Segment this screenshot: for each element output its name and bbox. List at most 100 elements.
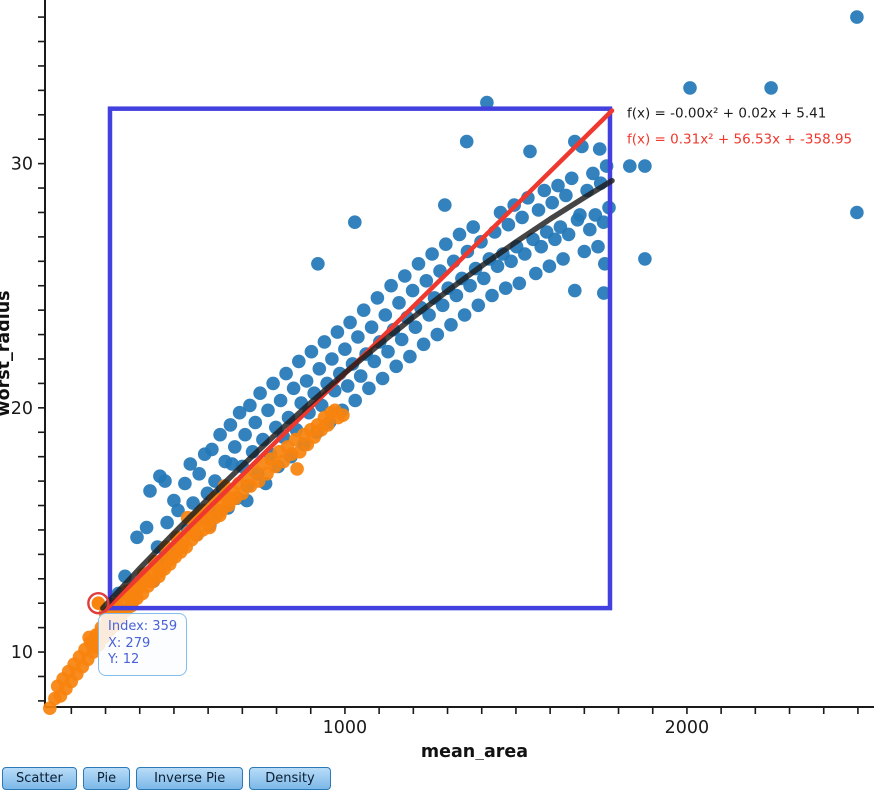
data-point[interactable] — [378, 308, 393, 322]
data-point[interactable] — [343, 315, 357, 330]
data-point[interactable] — [304, 344, 319, 359]
data-point[interactable] — [213, 427, 227, 442]
data-point[interactable] — [480, 95, 494, 110]
selection-rectangle[interactable] — [107, 106, 613, 611]
data-point[interactable] — [568, 283, 582, 298]
data-point[interactable] — [485, 288, 499, 303]
data-point[interactable] — [370, 291, 385, 305]
data-point[interactable] — [561, 227, 576, 242]
data-point[interactable] — [384, 278, 398, 293]
data-point[interactable] — [192, 467, 206, 481]
data-point[interactable] — [586, 166, 600, 181]
data-point[interactable] — [477, 271, 491, 286]
data-point[interactable] — [422, 308, 436, 322]
chart-canvas[interactable]: 1000 2000 10 20 30 mean_area worst_radius f(x) … — [0, 0, 874, 762]
data-point[interactable] — [596, 215, 611, 229]
button-scatter[interactable]: Scatter — [2, 767, 77, 790]
data-point[interactable] — [311, 257, 325, 271]
button-inverse-pie[interactable]: Inverse Pie — [136, 767, 244, 790]
button-pie[interactable]: Pie — [82, 767, 131, 790]
data-point[interactable] — [623, 159, 637, 173]
data-point[interactable] — [336, 408, 350, 423]
data-point[interactable] — [490, 259, 505, 274]
data-point[interactable] — [205, 442, 219, 457]
data-point[interactable] — [515, 210, 529, 225]
data-point[interactable] — [531, 203, 546, 217]
data-point[interactable] — [463, 278, 477, 293]
data-point[interactable] — [592, 142, 607, 156]
data-point[interactable] — [403, 349, 417, 364]
data-point[interactable] — [683, 81, 697, 95]
data-point[interactable] — [286, 381, 301, 396]
data-point[interactable] — [501, 217, 516, 232]
data-point[interactable] — [471, 298, 486, 313]
data-point[interactable] — [160, 515, 174, 530]
data-point[interactable] — [542, 259, 557, 274]
data-point[interactable] — [551, 178, 565, 193]
data-point[interactable] — [389, 359, 404, 374]
data-point[interactable] — [457, 308, 472, 322]
data-point[interactable] — [232, 405, 247, 420]
data-point[interactable] — [512, 276, 527, 291]
data-point[interactable] — [438, 198, 452, 212]
data-point[interactable] — [261, 403, 275, 418]
data-point[interactable] — [529, 266, 543, 281]
data-point[interactable] — [577, 244, 592, 259]
data-point[interactable] — [139, 520, 154, 535]
data-point[interactable] — [597, 286, 611, 300]
data-point[interactable] — [591, 239, 605, 254]
data-point[interactable] — [419, 274, 434, 288]
data-point[interactable] — [351, 330, 365, 344]
data-point[interactable] — [405, 283, 420, 298]
data-point[interactable] — [348, 215, 362, 229]
data-point[interactable] — [518, 247, 532, 261]
data-point[interactable] — [183, 457, 198, 471]
data-point[interactable] — [398, 269, 412, 283]
data-point[interactable] — [545, 195, 559, 210]
data-point[interactable] — [764, 81, 778, 95]
data-point[interactable] — [439, 237, 453, 251]
data-point[interactable] — [523, 144, 537, 159]
data-point[interactable] — [330, 325, 345, 339]
data-point[interactable] — [408, 320, 423, 335]
data-point[interactable] — [367, 354, 382, 369]
data-point[interactable] — [299, 374, 314, 388]
scatter-points-benign[interactable] — [43, 403, 350, 716]
data-point[interactable] — [564, 171, 579, 186]
data-point[interactable] — [158, 474, 172, 488]
data-point[interactable] — [273, 393, 288, 408]
data-point[interactable] — [290, 462, 304, 476]
data-point[interactable] — [459, 134, 474, 149]
scatter-chart[interactable]: 1000 2000 10 20 30 mean_area worst_radius f(x) … — [0, 0, 874, 762]
data-point[interactable] — [583, 222, 597, 237]
data-point[interactable] — [238, 427, 252, 442]
data-point[interactable] — [266, 376, 280, 391]
data-point[interactable] — [537, 183, 552, 198]
data-point[interactable] — [381, 344, 395, 359]
data-point[interactable] — [348, 393, 363, 408]
data-point[interactable] — [353, 369, 368, 383]
data-point[interactable] — [253, 386, 267, 401]
data-point[interactable] — [364, 320, 379, 335]
data-point[interactable] — [228, 440, 242, 454]
data-point[interactable] — [325, 352, 339, 366]
data-point[interactable] — [504, 254, 518, 269]
data-point[interactable] — [850, 205, 864, 220]
data-point[interactable] — [178, 476, 192, 491]
data-point[interactable] — [392, 296, 406, 310]
data-point[interactable] — [573, 208, 587, 222]
data-point[interactable] — [321, 418, 335, 432]
data-point[interactable] — [362, 381, 376, 396]
data-point[interactable] — [548, 232, 562, 247]
data-point[interactable] — [559, 188, 573, 203]
data-point[interactable] — [338, 342, 352, 357]
data-point[interactable] — [416, 337, 431, 352]
data-point[interactable] — [375, 371, 390, 386]
data-point[interactable] — [449, 288, 464, 303]
data-point[interactable] — [225, 457, 239, 471]
data-point[interactable] — [411, 257, 426, 271]
data-point[interactable] — [498, 281, 513, 296]
data-point[interactable] — [394, 332, 409, 347]
data-point[interactable] — [130, 530, 144, 545]
data-point[interactable] — [430, 327, 445, 342]
